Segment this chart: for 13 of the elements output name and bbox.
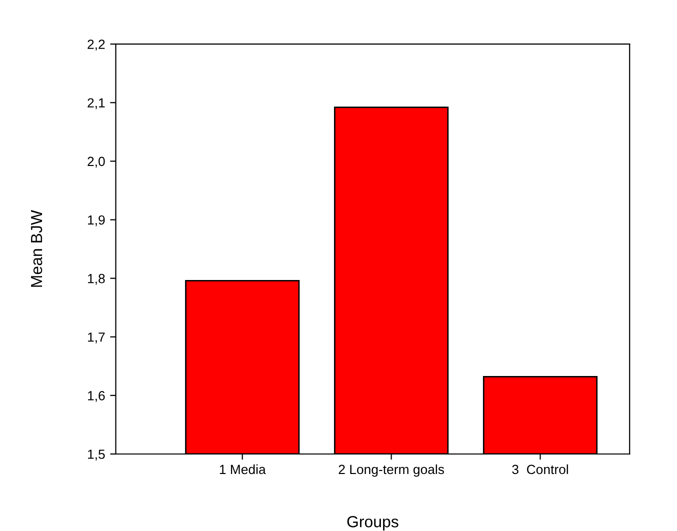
x-axis-title: Groups xyxy=(347,516,398,530)
y-tick-label: 1,8 xyxy=(88,274,105,285)
y-tick-label: 1,6 xyxy=(88,391,105,402)
y-tick-label: 2,1 xyxy=(88,98,105,110)
y-tick-label: 1,9 xyxy=(88,215,105,226)
y-tick-label: 1,7 xyxy=(88,332,105,344)
x-tick-label: 2 Long-term goals xyxy=(338,464,444,477)
y-axis-title: Mean BJW xyxy=(31,210,42,287)
y-tick-label: 2,0 xyxy=(88,156,105,168)
y-tick-label: 1,5 xyxy=(88,450,105,460)
x-tick-label: 1 Media xyxy=(220,464,266,474)
x-tick-label: 3 Control xyxy=(512,464,568,474)
y-tick-label: 2,2 xyxy=(88,40,105,51)
